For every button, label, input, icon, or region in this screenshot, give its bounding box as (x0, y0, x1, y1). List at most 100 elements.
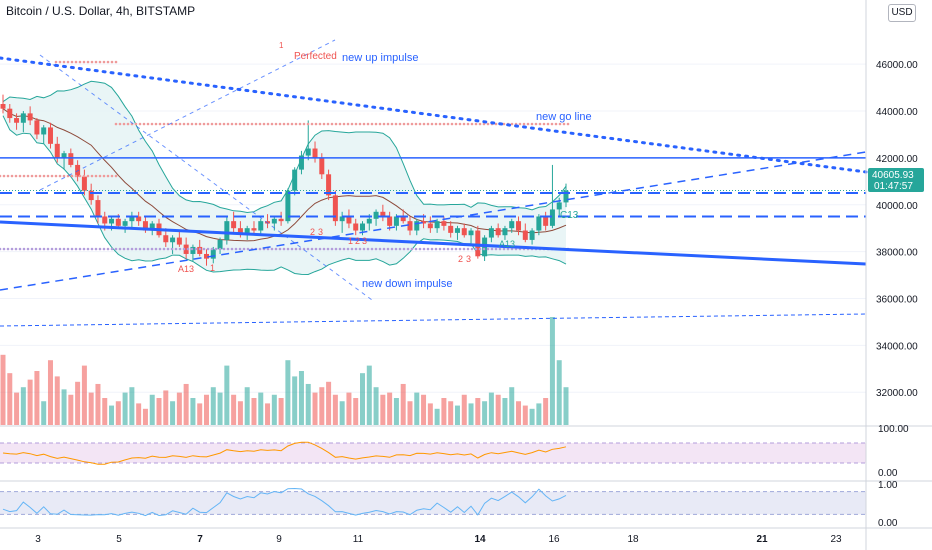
volume-bar (393, 398, 399, 425)
td-resistance-dots (318, 122, 322, 126)
up-impulse-line[interactable] (39, 39, 336, 191)
td-resistance-dots (50, 174, 54, 178)
td-support-dots (130, 247, 134, 251)
td-resistance-dots (366, 122, 370, 126)
td-resistance-dots (322, 122, 326, 126)
candle-body (20, 113, 26, 123)
candle-body (163, 235, 169, 243)
go-trendline[interactable] (0, 151, 867, 291)
countdown-label: 01:47:57 (874, 181, 913, 192)
td-resistance-dots (198, 122, 202, 126)
td-support-dots (18, 247, 22, 251)
candle-body (244, 228, 250, 233)
volume-bar (298, 371, 304, 425)
candle-body (61, 153, 67, 158)
candle-body (142, 221, 148, 231)
volume-bar (109, 405, 115, 425)
candle-body (271, 218, 277, 224)
td-support-dots (66, 247, 70, 251)
td-resistance-dots (454, 122, 458, 126)
td-resistance-dots (222, 122, 226, 126)
td-resistance-dots (362, 122, 366, 126)
descending-dotted-trendline[interactable] (0, 56, 868, 174)
td-support-dots (70, 247, 74, 251)
td-resistance-dots (534, 122, 538, 126)
a13-right-label: A13 (499, 239, 515, 249)
td-resistance-dots (138, 122, 142, 126)
td-support-dots (170, 247, 174, 251)
td-support-dots (334, 247, 338, 251)
volume-bar (142, 408, 148, 425)
td-support-dots (342, 247, 346, 251)
td-support-dots (394, 247, 398, 251)
td-support-dots (278, 247, 282, 251)
td-resistance-dots (114, 122, 118, 126)
td-resistance-dots (90, 60, 94, 64)
td-resistance-dots (234, 122, 238, 126)
volume-bar (278, 398, 284, 425)
volume-bar (482, 401, 488, 425)
time-axis[interactable]: 3 5 7 9 11 14 16 18 21 23 (0, 527, 932, 545)
td-support-dots (286, 247, 290, 251)
td-support-dots (182, 247, 186, 251)
td-resistance-dots (150, 122, 154, 126)
lower-dashed-trendline[interactable] (0, 313, 867, 327)
candle-body (421, 221, 427, 224)
td-count-label: 2 (355, 236, 360, 246)
td-resistance-dots (110, 60, 114, 64)
volume-bar (129, 387, 135, 425)
td-resistance-dots (410, 122, 414, 126)
candle-body (495, 228, 501, 236)
td-resistance-dots (486, 122, 490, 126)
perfected-label: Perfected (294, 51, 337, 62)
td-resistance-dots (102, 60, 106, 64)
td-resistance-dots (358, 122, 362, 126)
td-resistance-dots (194, 122, 198, 126)
volume-bar (360, 373, 366, 425)
td-resistance-dots (154, 122, 158, 126)
td-count-label: 1 (348, 236, 353, 246)
time-tick-label: 16 (548, 534, 560, 545)
td-support-dots (166, 247, 170, 251)
td-support-dots (186, 247, 190, 251)
td-support-dots (426, 247, 430, 251)
last-price-label: 40605.93 (872, 170, 914, 181)
td-resistance-dots (190, 122, 194, 126)
td-resistance-dots (110, 174, 114, 178)
price-axis[interactable]: 46000.00 44000.00 42000.00 40000.00 38000.00… (865, 0, 918, 550)
td-resistance-dots (422, 122, 426, 126)
candle-body (54, 143, 60, 158)
td-resistance-dots (278, 122, 282, 126)
td-support-dots (150, 247, 154, 251)
td-support-dots (146, 247, 150, 251)
price-tick-label: 40000.00 (876, 201, 918, 212)
td-support-dots (350, 247, 354, 251)
stoch-tick-label: 0.00 (878, 518, 898, 529)
td-support-dots (234, 247, 238, 251)
volume-bar (488, 392, 494, 425)
volume-bar (102, 398, 108, 425)
currency-button[interactable]: USD (888, 4, 916, 22)
candle-body (278, 218, 284, 222)
support-trendline[interactable] (0, 220, 867, 266)
td-support-dots (306, 247, 310, 251)
volume-bar (516, 401, 522, 425)
td-support-dots (134, 247, 138, 251)
volume-bar (115, 401, 121, 425)
td-resistance-dots (542, 122, 546, 126)
td-resistance-dots (126, 122, 130, 126)
td-support-dots (226, 247, 230, 251)
volume-bar (163, 390, 169, 425)
td-resistance-dots (62, 60, 66, 64)
td-support-dots (430, 247, 434, 251)
td-resistance-dots (82, 60, 86, 64)
td-resistance-dots (562, 122, 566, 126)
volume-bar (149, 394, 155, 425)
volume-bar (122, 392, 128, 425)
trendlines[interactable] (0, 39, 868, 327)
td-resistance-dots (86, 60, 90, 64)
td-resistance-dots (98, 60, 102, 64)
new-up-impulse-label: new up impulse (342, 52, 418, 64)
